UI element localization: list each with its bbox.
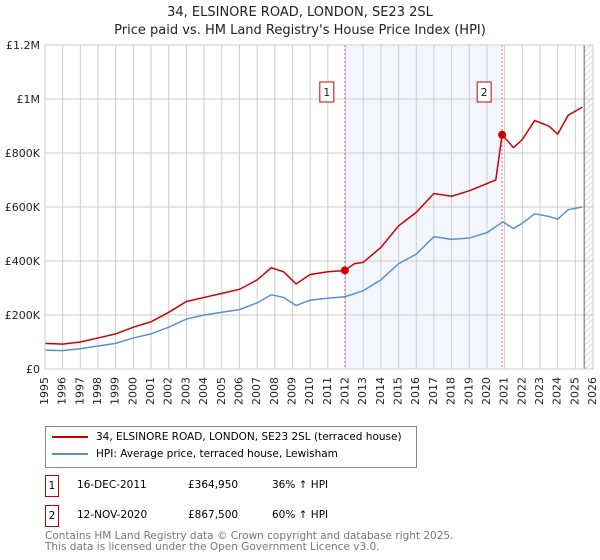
- series-line: [44, 106, 583, 345]
- legend-label: 34, ELSINORE ROAD, LONDON, SE23 2SL (ter…: [96, 431, 402, 443]
- x-tick-label: 2014: [374, 377, 387, 405]
- sale-badge: 1: [45, 475, 59, 497]
- legend-label: HPI: Average price, terraced house, Lewi…: [96, 448, 338, 460]
- x-tick-label: 2003: [179, 377, 192, 405]
- x-tick-label: 2020: [480, 377, 493, 405]
- sale-annotation-label: 1: [323, 86, 330, 99]
- x-tick-label: 2001: [144, 377, 157, 405]
- x-tick-label: 2002: [162, 377, 175, 405]
- x-tick-label: 2025: [568, 377, 581, 405]
- y-tick-label: £800K: [5, 147, 41, 160]
- sale-annotation-box: [476, 81, 492, 103]
- sale-price: £364,950: [188, 479, 239, 491]
- x-tick-label: 1999: [109, 377, 122, 405]
- x-tick-label: 1997: [73, 377, 86, 405]
- legend-swatch: [52, 453, 88, 455]
- y-tick-label: £600K: [5, 201, 41, 214]
- x-tick-label: 1995: [38, 377, 51, 405]
- x-tick-label: 2006: [232, 377, 245, 405]
- sale-annotation-box: [319, 81, 335, 103]
- x-tick-label: 2013: [356, 377, 369, 405]
- price-chart: 1995 1996 1997 1998 1999 2000 2001 2002 2003 2004…: [5, 39, 599, 405]
- sale-hpi: 60% ↑ HPI: [272, 509, 329, 521]
- subtitle-line: Price paid vs. HM Land Registry's House …: [114, 23, 486, 38]
- x-tick-label: 2016: [409, 377, 422, 405]
- y-tick-label: £0: [26, 363, 40, 376]
- sale-point: [498, 130, 507, 139]
- legend-item-property: 34, ELSINORE ROAD, LONDON, SE23 2SL (ter…: [52, 431, 402, 443]
- x-tick-label: 1998: [91, 377, 104, 405]
- x-tick-label: 2018: [445, 377, 458, 405]
- sale-point: [340, 266, 349, 275]
- plot-frame: [44, 44, 594, 370]
- x-tick-label: 2011: [321, 377, 334, 405]
- x-tick-label: 2023: [533, 377, 546, 405]
- legend-swatch: [52, 436, 88, 438]
- sale-date: 12-NOV-2020: [77, 509, 148, 521]
- legend-item-hpi: HPI: Average price, terraced house, Lewi…: [52, 448, 338, 460]
- sale-row: 2 12-NOV-2020 £867,500 60% ↑ HPI: [45, 505, 445, 527]
- sale-annotation-label: 2: [481, 86, 488, 99]
- x-tick-label: 2007: [250, 377, 263, 405]
- sale-hpi: 36% ↑ HPI: [272, 479, 329, 491]
- x-tick-label: 1996: [56, 377, 69, 405]
- chart-title: 34, ELSINORE ROAD, LONDON, SE23 2SL Price…: [0, 4, 600, 40]
- title-line: 34, ELSINORE ROAD, LONDON, SE23 2SL: [167, 5, 433, 20]
- sale-row: 1 16-DEC-2011 £364,950 36% ↑ HPI: [45, 475, 445, 497]
- y-tick-label: £200K: [5, 309, 41, 322]
- x-tick-label: 2022: [515, 377, 528, 405]
- x-tick-label: 2012: [339, 377, 352, 405]
- x-tick-label: 2010: [303, 377, 316, 405]
- sale-badge: 2: [45, 505, 59, 527]
- x-tick-label: 2015: [392, 377, 405, 405]
- footer-line: Contains HM Land Registry data © Crown c…: [45, 530, 454, 542]
- y-tick-label: £1.2M: [6, 39, 40, 52]
- x-tick-label: 2009: [285, 377, 298, 405]
- x-tick-label: 2005: [215, 377, 228, 405]
- x-tick-label: 2024: [551, 377, 564, 405]
- x-tick-label: 2021: [498, 377, 511, 405]
- x-tick-label: 2017: [427, 377, 440, 405]
- sale-date: 16-DEC-2011: [77, 479, 147, 491]
- sale-price: £867,500: [188, 509, 239, 521]
- x-tick-label: 2004: [197, 377, 210, 405]
- y-tick-label: £400K: [5, 255, 41, 268]
- x-tick-label: 2026: [586, 377, 599, 405]
- x-tick-label: 2000: [126, 377, 139, 405]
- series-line: [44, 206, 583, 352]
- footer: Contains HM Land Registry data © Crown c…: [45, 531, 453, 553]
- legend: 34, ELSINORE ROAD, LONDON, SE23 2SL (ter…: [45, 426, 417, 468]
- y-tick-label: £1M: [17, 93, 41, 106]
- x-tick-label: 2008: [268, 377, 281, 405]
- x-tick-label: 2019: [462, 377, 475, 405]
- footer-line: This data is licensed under the Open Gov…: [45, 541, 380, 553]
